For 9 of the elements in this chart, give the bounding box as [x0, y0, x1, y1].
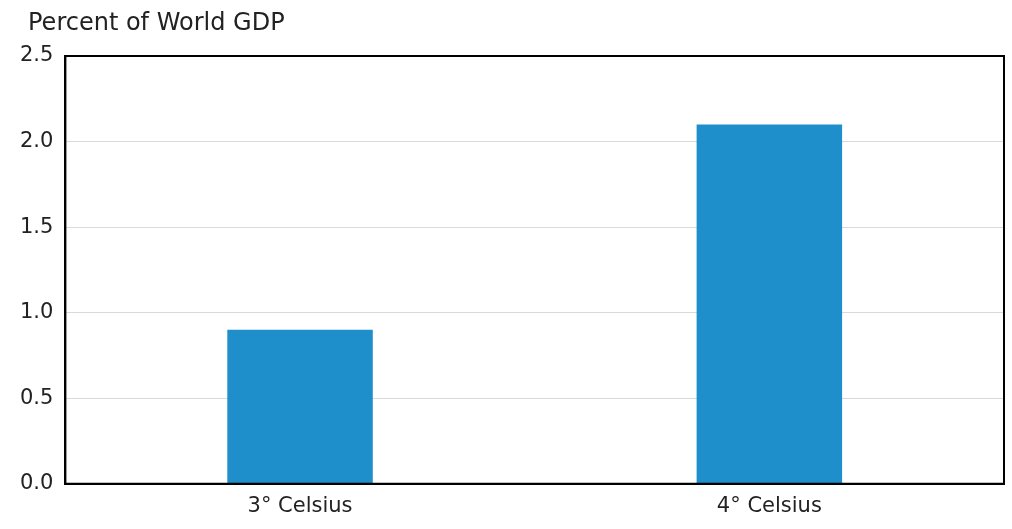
y-tick-label: 1.0	[19, 299, 54, 324]
x-tick-label: 4° Celsius	[716, 492, 822, 517]
y-tick-label: 1.5	[19, 213, 54, 238]
y-tick-label: 0.5	[19, 384, 54, 409]
y-tick-label: 2.0	[19, 128, 54, 153]
x-tick-label: 3° Celsius	[247, 492, 353, 517]
y-tick-label: 2.5	[19, 42, 54, 67]
y-tick-label: 0.0	[19, 470, 54, 495]
y-axis-title: Percent of World GDP	[28, 8, 285, 36]
